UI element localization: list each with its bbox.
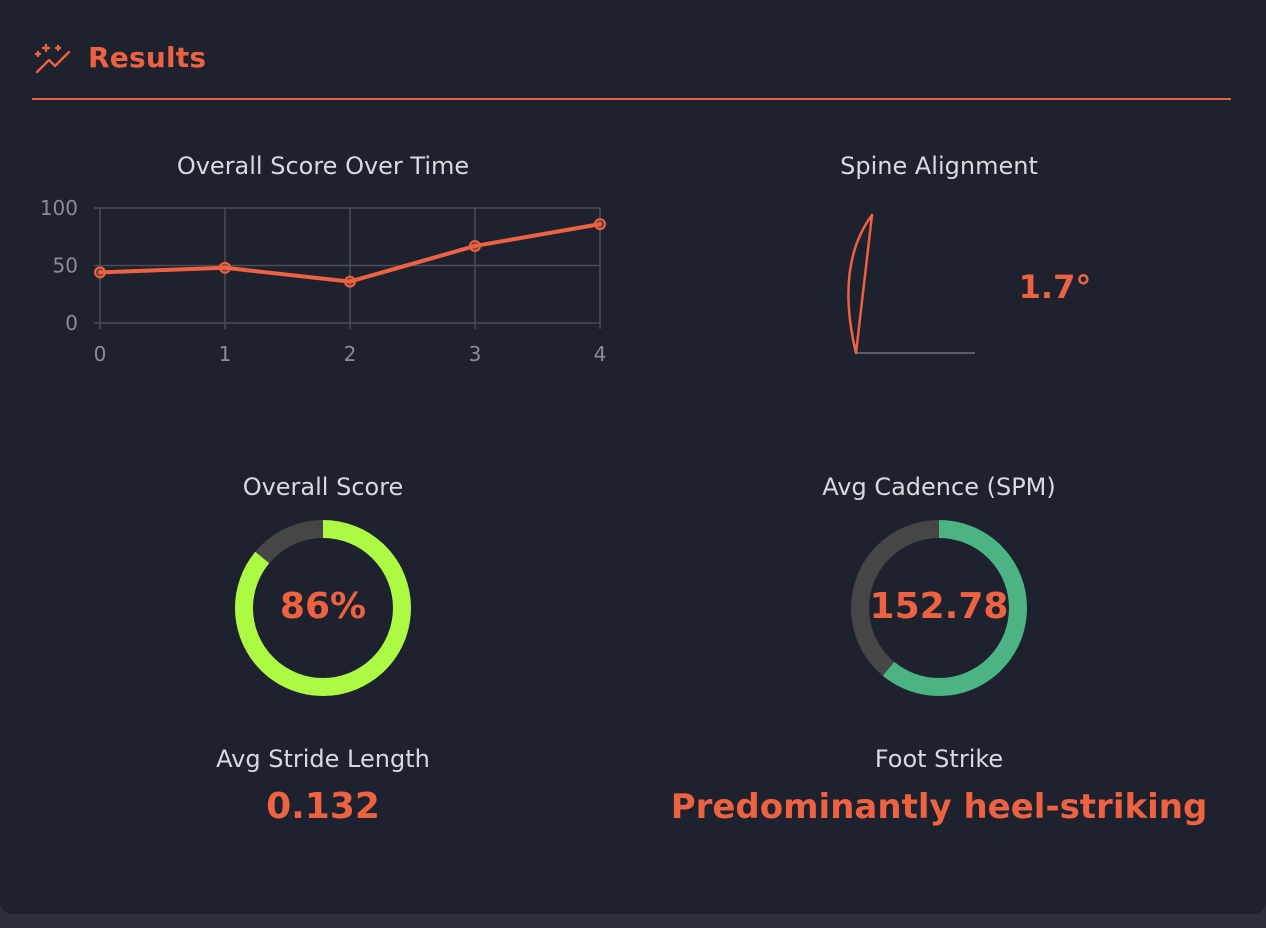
stride-title: Avg Stride Length (216, 745, 430, 773)
overall-score-value: 86% (279, 586, 367, 627)
spine-alignment-title: Spine Alignment (840, 152, 1038, 180)
score-series-line (98, 222, 602, 284)
score-chart-title: Overall Score Over Time (176, 152, 470, 180)
stride-value: 0.132 (266, 786, 380, 827)
results-header: Results (32, 36, 1231, 100)
foot-strike-title: Foot Strike (874, 745, 1004, 773)
spine-angle-value: 1.7° (1018, 268, 1092, 306)
x-tick-label: 1 (219, 342, 232, 366)
spine-alignment-graphic (847, 213, 975, 355)
x-tick-label: 3 (469, 342, 482, 366)
sparkles-trend-icon (34, 43, 71, 74)
page-bottom-strip (0, 914, 1266, 928)
results-title: Results (88, 41, 207, 74)
score-data-point (94, 266, 106, 279)
overall-score-arc (235, 520, 411, 696)
y-tick-label: 100 (40, 196, 78, 220)
x-tick-label: 4 (594, 342, 607, 366)
score-data-point (344, 275, 356, 288)
foot-strike-value: Predominantly heel-striking (670, 787, 1208, 827)
overall-score-ring (235, 520, 411, 696)
cadence-value: 152.78 (869, 586, 1009, 627)
score-data-point (594, 218, 606, 231)
y-tick-label: 0 (65, 311, 78, 335)
x-tick-label: 2 (344, 342, 357, 366)
score-line-chart: 0 50 100 0 1 2 3 4 (40, 196, 607, 366)
score-data-point (469, 239, 481, 252)
cadence-ring (851, 520, 1027, 696)
x-tick-label: 0 (94, 342, 107, 366)
score-data-point (219, 261, 231, 274)
y-tick-label: 50 (53, 254, 78, 278)
overall-score-title: Overall Score (242, 473, 404, 501)
cadence-title: Avg Cadence (SPM) (822, 473, 1056, 501)
cadence-arc (851, 520, 1027, 696)
spine-arc (847, 213, 874, 355)
